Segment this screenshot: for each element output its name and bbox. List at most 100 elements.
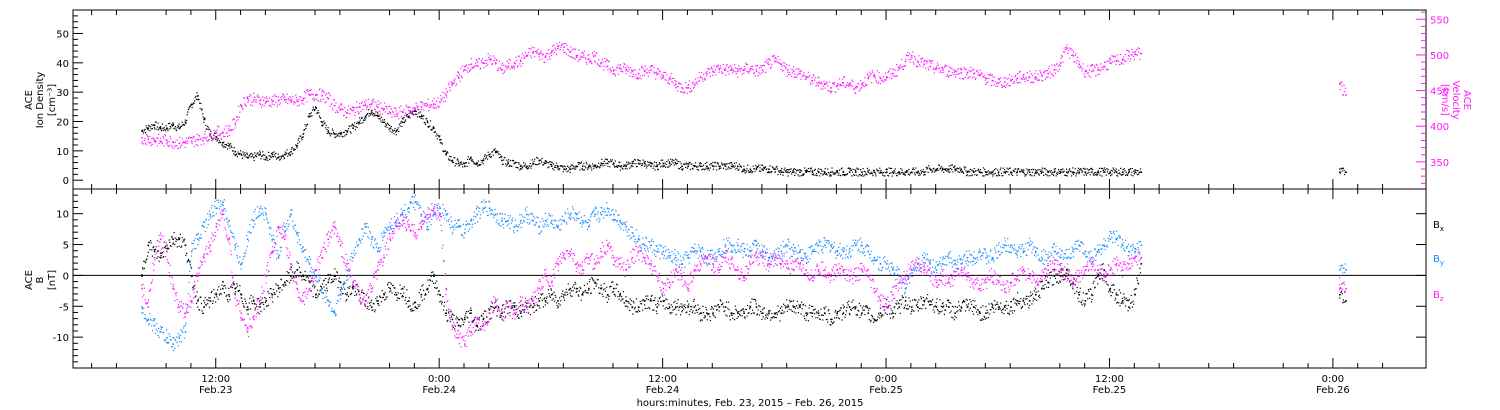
bx-series-sample xyxy=(616,284,618,286)
bx-series-sample xyxy=(220,293,222,295)
bx-series-sample xyxy=(292,271,294,273)
bx-series-sample xyxy=(865,306,867,308)
density-series-sample xyxy=(787,175,789,177)
density-series-point xyxy=(792,171,795,173)
density-series-sample xyxy=(619,161,621,163)
bx-series-sample xyxy=(244,298,246,300)
density-series-sample xyxy=(1133,173,1135,175)
bx-series-sample xyxy=(463,321,465,323)
velocity-series-sample xyxy=(217,125,219,127)
density-series-sample xyxy=(539,163,541,165)
velocity-series-sample xyxy=(854,92,856,94)
velocity-series-sample xyxy=(237,119,239,121)
velocity-series-sample xyxy=(936,62,939,64)
density-series-sample xyxy=(763,168,765,170)
velocity-series-sample xyxy=(418,112,420,114)
bx-series-sample xyxy=(213,296,216,299)
velocity-series-sample xyxy=(711,68,713,70)
bx-series-sample xyxy=(707,314,709,316)
velocity-series-sample xyxy=(285,101,287,103)
density-series-point xyxy=(1035,171,1037,173)
velocity-series-point xyxy=(743,69,745,71)
bx-series-sample xyxy=(616,283,618,285)
bx-series-sample xyxy=(768,310,770,312)
density-series-sample xyxy=(705,167,707,169)
bx-series-sample xyxy=(851,301,853,303)
bx-series-sample xyxy=(846,306,848,308)
velocity-series-sample xyxy=(333,98,335,100)
bx-series-sample xyxy=(454,325,456,327)
density-series-sample xyxy=(203,121,205,123)
bx-series-sample xyxy=(221,284,223,286)
bx-series-sample xyxy=(882,314,884,316)
bx-series-sample xyxy=(649,299,651,301)
velocity-series-sample xyxy=(514,63,517,65)
bx-series-sample xyxy=(464,315,466,317)
velocity-series-sample xyxy=(550,54,553,57)
density-series-sample xyxy=(267,151,270,153)
velocity-series-sample xyxy=(686,87,688,89)
velocity-series-sample xyxy=(889,77,891,79)
velocity-series-sample xyxy=(252,101,254,103)
velocity-series-sample xyxy=(652,71,654,73)
bx-series-sample xyxy=(572,286,574,288)
density-series-sample xyxy=(765,168,767,170)
bx-series-sample xyxy=(490,305,492,308)
density-series-sample xyxy=(558,169,560,171)
velocity-series-sample xyxy=(333,99,335,101)
velocity-series-sample xyxy=(398,118,400,120)
velocity-series-sample xyxy=(839,85,841,87)
bx-series-sample xyxy=(829,324,831,326)
bx-series-sample xyxy=(457,319,459,321)
density-series-sample xyxy=(364,117,366,119)
bx-series-sample xyxy=(650,295,652,297)
velocity-series-point xyxy=(606,65,609,68)
bottom-panel-data xyxy=(141,194,1347,352)
density-series-sample xyxy=(164,128,166,130)
velocity-series-sample xyxy=(326,96,328,98)
velocity-series-sample xyxy=(701,72,703,74)
density-series-sample xyxy=(958,171,960,173)
velocity-series-sample xyxy=(922,66,924,68)
bx-series-sample xyxy=(537,305,539,307)
bx-series-sample xyxy=(175,240,177,242)
density-series-sample xyxy=(572,164,574,166)
velocity-series-sample xyxy=(1022,74,1024,76)
velocity-series-sample xyxy=(690,91,692,93)
velocity-series-sample xyxy=(992,80,994,82)
density-series-sample xyxy=(1056,173,1058,175)
bx-series-sample xyxy=(190,267,193,269)
velocity-series-sample xyxy=(1017,82,1019,84)
velocity-series-sample xyxy=(537,48,540,50)
density-series-sample xyxy=(280,157,283,159)
velocity-series-sample xyxy=(444,92,446,94)
velocity-series-sample xyxy=(266,98,268,100)
density-series-point xyxy=(1078,171,1080,173)
density-series-sample xyxy=(250,156,252,158)
bx-series-point xyxy=(389,287,392,290)
bx-series-sample xyxy=(688,314,690,316)
bx-series-sample xyxy=(185,254,187,256)
velocity-series-sample xyxy=(549,58,551,60)
velocity-series-sample xyxy=(346,116,348,118)
density-series-point xyxy=(364,115,367,118)
velocity-series-sample xyxy=(787,71,789,73)
density-series-sample xyxy=(834,172,836,174)
velocity-series-sample xyxy=(676,86,678,88)
velocity-series-sample xyxy=(745,62,747,64)
density-series-sample xyxy=(1010,172,1012,174)
velocity-series-sample xyxy=(356,107,358,109)
velocity-series-sample xyxy=(924,59,926,61)
density-series-sample xyxy=(814,169,816,171)
velocity-series-sample xyxy=(1136,49,1138,51)
density-series-sample xyxy=(324,122,326,124)
density-series-sample xyxy=(559,168,561,170)
density-series-sample xyxy=(801,174,803,176)
bx-series-sample xyxy=(845,310,847,312)
density-series-sample xyxy=(248,155,250,157)
density-series-sample xyxy=(668,166,670,168)
velocity-series-sample xyxy=(308,89,310,91)
velocity-series-sample xyxy=(187,140,189,142)
velocity-series-point xyxy=(445,94,447,96)
velocity-series-sample xyxy=(634,69,636,71)
